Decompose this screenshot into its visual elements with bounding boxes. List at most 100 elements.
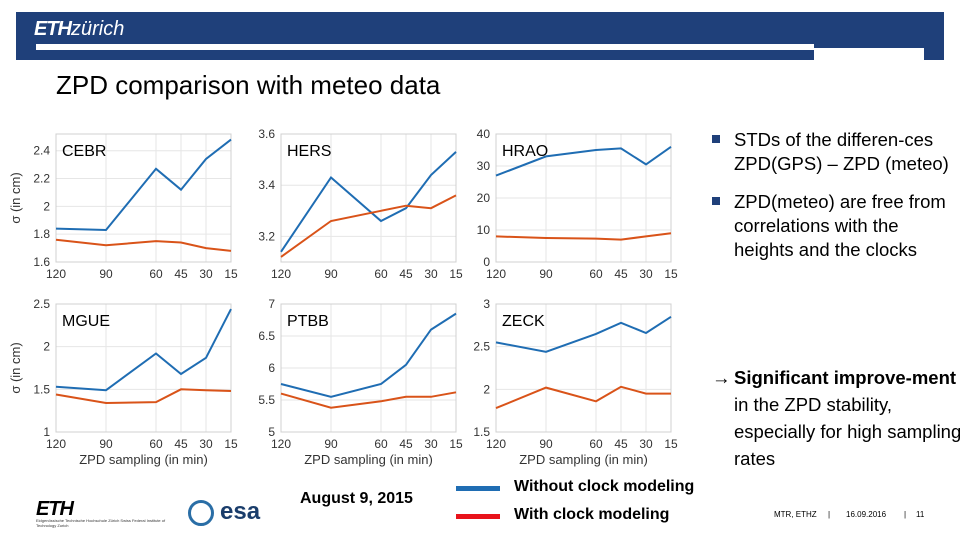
footer-separator: | xyxy=(904,510,907,519)
plot-frame xyxy=(495,133,672,263)
y-tick-label: 3.2 xyxy=(258,229,275,243)
eth-footer-logo: ETH xyxy=(36,498,74,520)
x-tick-label: 60 xyxy=(589,267,603,281)
bullet-list: STDs of the differen-ces ZPD(GPS) – ZPD … xyxy=(712,128,952,276)
series-line-with-clock xyxy=(495,385,671,410)
series-line-with-clock xyxy=(55,388,232,405)
x-tick-label: 45 xyxy=(174,267,188,281)
x-tick-label: 30 xyxy=(639,267,653,281)
y-tick-label: 10 xyxy=(477,223,491,237)
x-tick-label: 120 xyxy=(271,437,291,451)
series-line-without-clock xyxy=(280,151,457,253)
header-bar xyxy=(16,12,944,48)
y-axis-label: σ (in cm) xyxy=(8,172,23,223)
y-tick-label: 3.4 xyxy=(258,178,275,192)
x-tick-label: 30 xyxy=(199,437,213,451)
chart-title: PTBB xyxy=(287,313,329,330)
y-tick-label: 1.5 xyxy=(473,425,490,439)
footer-date: 16.09.2016 xyxy=(846,510,887,519)
x-tick-label: 30 xyxy=(639,437,653,451)
x-axis-label: ZPD sampling (in min) xyxy=(304,452,433,467)
legend-item-without: Without clock modeling xyxy=(456,476,736,504)
y-tick-label: 5 xyxy=(268,425,275,439)
esa-ring-icon xyxy=(188,500,214,526)
legend-line-blue xyxy=(456,486,500,491)
y-tick-label: 40 xyxy=(477,127,491,141)
x-tick-label: 30 xyxy=(424,437,438,451)
x-tick-label: 15 xyxy=(449,437,463,451)
x-axis-label: ZPD sampling (in min) xyxy=(79,452,208,467)
plot-frame xyxy=(55,133,232,263)
y-tick-label: 3.6 xyxy=(258,127,275,141)
series-line-with-clock xyxy=(55,238,232,252)
x-tick-label: 45 xyxy=(174,437,188,451)
x-tick-label: 90 xyxy=(324,267,338,281)
chart-title: CEBR xyxy=(62,143,106,160)
series-line-without-clock xyxy=(495,145,672,177)
presentation-date: August 9, 2015 xyxy=(300,490,413,507)
chart-title: ZECK xyxy=(502,313,545,330)
chart-title: HRAO xyxy=(502,143,548,160)
x-tick-label: 90 xyxy=(539,267,553,281)
chart-title: HERS xyxy=(287,143,331,160)
series-line-without-clock xyxy=(280,312,457,398)
x-tick-label: 90 xyxy=(324,437,338,451)
y-tick-label: 6 xyxy=(268,361,275,375)
y-tick-label: 1.6 xyxy=(33,255,50,269)
x-tick-label: 60 xyxy=(374,437,388,451)
plot-frame xyxy=(55,303,232,433)
footer-author: MTR, ETHZ xyxy=(774,510,817,519)
legend: Without clock modeling With clock modeli… xyxy=(456,476,736,532)
y-tick-label: 2 xyxy=(43,199,50,213)
x-tick-label: 120 xyxy=(486,267,506,281)
y-tick-label: 2.5 xyxy=(33,297,50,311)
esa-logo: esa xyxy=(188,498,268,530)
x-tick-label: 30 xyxy=(424,267,438,281)
y-tick-label: 2 xyxy=(483,382,490,396)
x-tick-label: 30 xyxy=(199,267,213,281)
x-tick-label: 120 xyxy=(46,267,66,281)
y-tick-label: 20 xyxy=(477,191,491,205)
x-tick-label: 90 xyxy=(99,437,113,451)
header-strip-right xyxy=(924,48,944,60)
bullet-item: STDs of the differen-ces ZPD(GPS) – ZPD … xyxy=(712,128,952,176)
series-line-with-clock xyxy=(280,194,457,258)
header-inner-line xyxy=(36,44,814,50)
y-tick-label: 2.2 xyxy=(33,172,50,186)
x-tick-label: 120 xyxy=(271,267,291,281)
eth-footer-subtitle: Eidgenössische Technische Hochschule Zür… xyxy=(36,518,166,528)
x-tick-label: 120 xyxy=(46,437,66,451)
x-tick-label: 60 xyxy=(149,437,163,451)
y-tick-label: 1.8 xyxy=(33,227,50,241)
header-strip xyxy=(16,48,814,60)
y-tick-label: 1 xyxy=(43,425,50,439)
x-tick-label: 60 xyxy=(149,267,163,281)
x-tick-label: 45 xyxy=(399,267,413,281)
x-axis-label: ZPD sampling (in min) xyxy=(519,452,648,467)
footer-separator: | xyxy=(828,510,831,519)
x-tick-label: 15 xyxy=(664,267,678,281)
y-tick-label: 2.4 xyxy=(33,144,50,158)
x-tick-label: 15 xyxy=(224,437,238,451)
x-tick-label: 120 xyxy=(486,437,506,451)
legend-label-without: Without clock modeling xyxy=(514,478,695,495)
series-line-with-clock xyxy=(280,391,457,409)
series-line-without-clock xyxy=(55,138,232,232)
y-tick-label: 2 xyxy=(43,340,50,354)
y-axis-label: σ (in cm) xyxy=(8,342,23,393)
series-line-with-clock xyxy=(495,232,672,241)
conclusion: → Significant improve-ment in the ZPD sta… xyxy=(712,364,960,472)
legend-label-with: With clock modeling xyxy=(514,506,670,523)
x-tick-label: 90 xyxy=(539,437,553,451)
y-tick-label: 3 xyxy=(483,297,490,311)
bullet-item: ZPD(meteo) are free from correlations wi… xyxy=(712,190,952,262)
slide-title: ZPD comparison with meteo data xyxy=(56,70,441,100)
bullet-square-icon xyxy=(712,197,720,205)
legend-item-with: With clock modeling xyxy=(456,504,736,532)
series-line-without-clock xyxy=(495,315,672,353)
y-tick-label: 7 xyxy=(268,297,275,311)
x-tick-label: 15 xyxy=(224,267,238,281)
y-tick-label: 30 xyxy=(477,159,491,173)
y-tick-label: 0 xyxy=(483,255,490,269)
